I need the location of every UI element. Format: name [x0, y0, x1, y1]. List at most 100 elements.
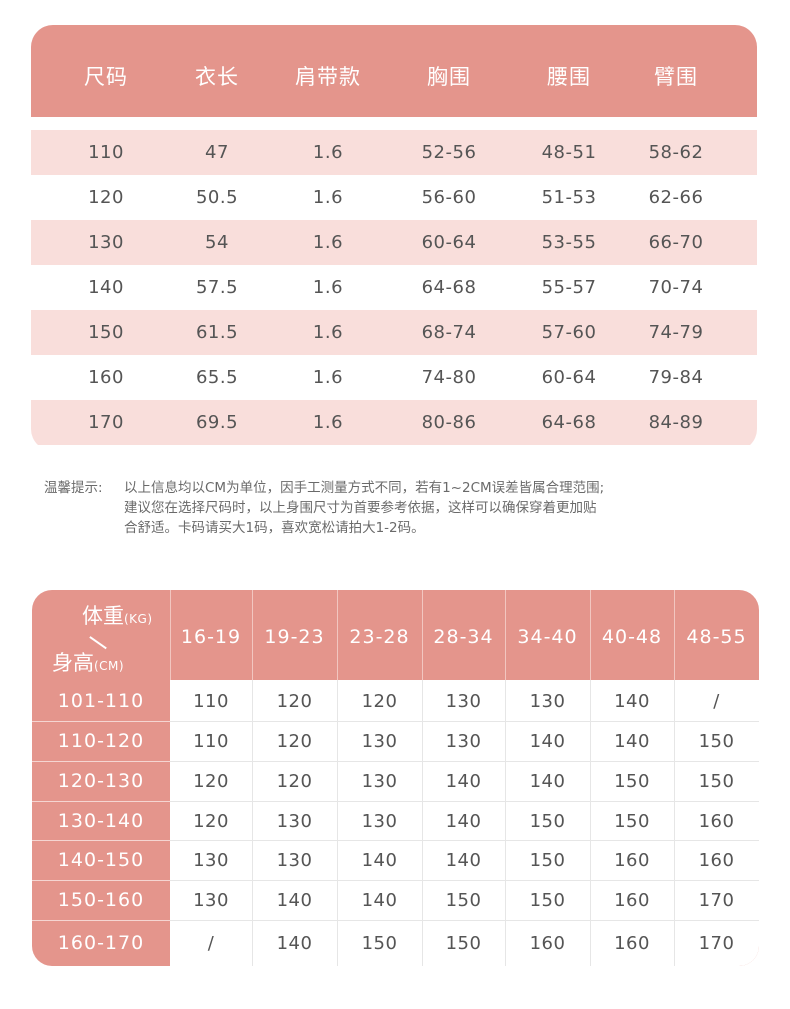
header-divider [170, 590, 171, 680]
size-cell: 1.6 [312, 142, 344, 163]
row-divider [170, 801, 759, 802]
height-label-text: 身高 [52, 651, 94, 675]
size-cell: 51-53 [541, 187, 597, 208]
fit-size-cell: 120 [276, 731, 313, 752]
size-cell: 70-74 [648, 277, 704, 298]
row-divider [32, 801, 170, 802]
row-divider [170, 721, 759, 722]
size-row: 150 61.5 1.6 68-74 57-60 74-79 [31, 310, 757, 355]
size-cell: 56-60 [421, 187, 477, 208]
size-cell: 80-86 [421, 412, 477, 433]
size-chart-header: 尺码 衣长 肩带款 胸围 腰围 臂围 [31, 25, 757, 117]
height-row-header: 101-110 [57, 689, 145, 712]
fit-size-cell: 150 [529, 850, 566, 871]
fit-size-cell: 110 [193, 731, 229, 752]
fit-size-cell: 140 [529, 771, 566, 792]
size-cell: 130 [88, 232, 124, 253]
fit-size-cell: 140 [361, 890, 398, 911]
fit-size-cell: 130 [445, 731, 482, 752]
corner-height-label: 身高(CM) [52, 647, 124, 677]
fit-size-cell: 170 [698, 890, 735, 911]
size-cell: 1.6 [312, 232, 344, 253]
fit-size-cell: 140 [276, 933, 313, 954]
size-cell: 120 [88, 187, 124, 208]
fit-size-cell: 160 [529, 933, 566, 954]
size-cell: 52-56 [421, 142, 477, 163]
fit-size-cell: / [713, 690, 720, 712]
row-divider [170, 920, 759, 921]
row-divider [32, 920, 170, 921]
note-line: 合舒适。卡码请买大1码，喜欢宽松请拍大1-2码。 [124, 520, 425, 536]
header-waist: 腰围 [547, 65, 591, 89]
size-cell: 58-62 [648, 142, 704, 163]
size-row: 110 47 1.6 52-56 48-51 58-62 [31, 130, 757, 175]
size-row: 120 50.5 1.6 56-60 51-53 62-66 [31, 175, 757, 220]
row-divider [170, 840, 759, 841]
row-divider [32, 721, 170, 722]
fit-size-cell: 160 [614, 890, 650, 911]
fit-size-cell: 150 [529, 810, 566, 832]
weight-column-header: 48-55 [686, 626, 747, 648]
fit-size-cell: 130 [276, 850, 313, 871]
header-divider [252, 590, 253, 680]
row-divider [32, 761, 170, 762]
fit-size-cell: 170 [698, 933, 735, 954]
size-cell: 60-64 [421, 232, 477, 253]
size-chart-table: 尺码 衣长 肩带款 胸围 腰围 臂围 110 47 1.6 52-56 48-51 58-… [31, 25, 757, 451]
fit-size-cell: 160 [698, 810, 735, 832]
height-row-header: 120-130 [57, 770, 145, 792]
fit-size-cell: 130 [529, 690, 566, 712]
column-divider [505, 680, 506, 966]
size-cell: 64-68 [541, 412, 597, 433]
height-row-header: 130-140 [57, 809, 145, 832]
fit-size-cell: 130 [445, 690, 482, 712]
row-divider [170, 880, 759, 881]
fit-size-cell: 130 [361, 731, 398, 752]
size-cell: 47 [205, 142, 229, 163]
note-line: 建议您在选择尺码时，以上身围尺寸为首要参考依据，这样可以确保穿着更加贴 [124, 500, 597, 516]
fit-size-cell: 120 [193, 771, 229, 792]
fit-size-cell: 150 [698, 731, 735, 752]
fit-size-cell: 140 [445, 850, 482, 871]
fit-size-cell: 140 [445, 810, 482, 832]
fit-size-cell: 160 [614, 933, 650, 954]
fit-size-cell: 120 [361, 690, 398, 712]
row-divider [32, 840, 170, 841]
size-cell: 57-60 [541, 322, 597, 343]
fit-chart-table: 体重(KG) 身高(CM) 16-19 19-23 23-28 28-34 34-40 4… [32, 590, 759, 966]
header-divider [505, 590, 506, 680]
height-row-header: 150-160 [57, 889, 145, 911]
fit-size-cell: 150 [614, 810, 650, 832]
size-cell: 62-66 [648, 187, 704, 208]
fit-size-cell: 150 [445, 933, 482, 954]
weight-column-header: 19-23 [264, 626, 325, 648]
size-cell: 53-55 [541, 232, 597, 253]
size-cell: 170 [88, 412, 124, 433]
size-row: 170 69.5 1.6 80-86 64-68 84-89 [31, 400, 757, 445]
height-row-header: 110-120 [57, 730, 145, 752]
corner-weight-label: 体重(KG) [82, 600, 153, 630]
row-divider [170, 761, 759, 762]
height-unit-text: (CM) [94, 659, 125, 673]
weight-column-header: 23-28 [349, 626, 410, 648]
height-row-header: 140-150 [57, 849, 145, 871]
fit-size-cell: 160 [698, 850, 735, 871]
fit-size-cell: 140 [614, 690, 650, 712]
size-cell: 79-84 [648, 367, 704, 388]
size-cell: 74-80 [421, 367, 477, 388]
weight-column-header: 40-48 [601, 626, 663, 648]
fit-size-cell: 140 [361, 850, 398, 871]
size-cell: 1.6 [312, 322, 344, 343]
header-arm: 臂围 [654, 65, 698, 89]
height-row-header: 160-170 [57, 932, 145, 954]
header-divider [590, 590, 591, 680]
size-cell: 65.5 [195, 367, 239, 388]
size-cell: 84-89 [648, 412, 704, 433]
column-divider [337, 680, 338, 966]
fit-size-cell: 150 [614, 771, 650, 792]
fit-size-cell: 120 [276, 771, 313, 792]
column-divider [590, 680, 591, 966]
fit-size-cell: 130 [193, 850, 229, 871]
fit-size-cell: 150 [445, 890, 482, 911]
fit-size-cell: 120 [193, 810, 229, 832]
